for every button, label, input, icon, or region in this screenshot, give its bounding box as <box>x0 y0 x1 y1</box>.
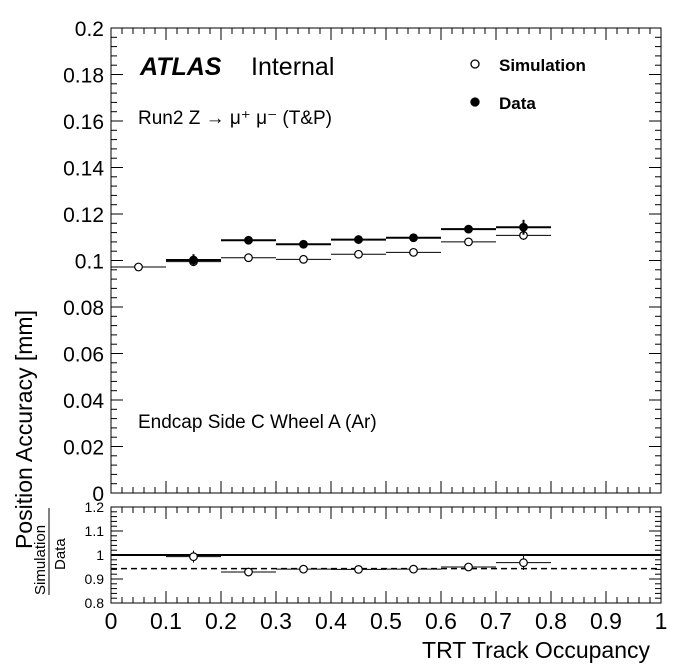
ratio-point <box>221 567 276 577</box>
y-axis-label: Position Accuracy [mm] <box>11 310 37 549</box>
data-point <box>496 219 551 235</box>
process-label: Run2 Z → μ⁺ μ⁻ (T&P) <box>138 108 332 129</box>
main-panel: 0 0.02 0.04 0.06 0.08 0.1 0.12 0.14 0.16 0.18 0.2 <box>63 18 662 506</box>
y-tick-label: 0.06 <box>63 344 104 367</box>
ratio-marker <box>519 558 528 568</box>
data-marker <box>464 224 473 234</box>
simulation-marker <box>134 262 143 272</box>
y-tick-label: 0.1 <box>75 251 104 274</box>
simulation-point <box>386 247 441 257</box>
y-tick-label: 0.2 <box>75 18 104 41</box>
legend-data-marker <box>470 97 480 107</box>
data-marker <box>244 235 253 245</box>
y-tick-label: 0.02 <box>63 437 104 460</box>
ratio-point <box>331 565 386 574</box>
simulation-marker <box>409 247 418 257</box>
legend-simulation-marker <box>470 59 480 69</box>
atlas-label: ATLAS <box>139 53 222 81</box>
ratio-marker <box>244 567 253 577</box>
x-tick-label: 1 <box>655 608 668 634</box>
y-tick-label: 0.08 <box>63 297 104 320</box>
x-tick-label: 0.3 <box>260 608 292 634</box>
main-y-tick-labels: 0 0.02 0.04 0.06 0.08 0.1 0.12 0.14 0.16 0.18 0.2 <box>63 18 104 506</box>
data-marker <box>189 255 198 265</box>
y-tick-label: 0.12 <box>63 204 104 227</box>
legend-data-label: Data <box>499 94 536 113</box>
data-marker <box>299 239 308 249</box>
data-point <box>331 235 386 244</box>
legend: Simulation Data <box>470 56 586 113</box>
y-tick-label: 0.18 <box>63 65 104 88</box>
ratio-y-tick-label: 1.1 <box>85 523 105 539</box>
ratio-data-marks <box>166 550 551 577</box>
y-tick-label: 0.04 <box>63 390 104 413</box>
legend-simulation-label: Simulation <box>499 56 586 75</box>
x-tick-label: 0.5 <box>370 608 402 634</box>
ratio-marker <box>189 552 198 562</box>
x-tick-label: 0.6 <box>425 608 457 634</box>
data-point <box>441 224 496 234</box>
main-data-marks <box>111 219 551 272</box>
y-tick-label: 0.14 <box>63 158 104 181</box>
ratio-y-tick-label: 0.8 <box>85 595 105 611</box>
ratio-marker <box>354 565 363 574</box>
main-tick-marks <box>110 27 662 494</box>
data-point <box>221 235 276 245</box>
ratio-marker <box>464 562 473 572</box>
simulation-marker <box>354 249 363 259</box>
simulation-point <box>331 249 386 259</box>
x-tick-label: 0.9 <box>590 608 622 634</box>
simulation-point <box>221 253 276 263</box>
x-tick-label: 0.4 <box>315 608 347 634</box>
ratio-marker <box>299 564 308 574</box>
ratio-point <box>496 555 551 570</box>
data-point <box>166 254 221 266</box>
y-tick-label: 0 <box>92 483 104 506</box>
ratio-tick-marks <box>110 506 662 604</box>
x-tick-label: 0.2 <box>205 608 237 634</box>
y-tick-label: 0.16 <box>63 111 104 134</box>
x-tick-label: 0 <box>105 608 118 634</box>
simulation-point <box>276 254 331 264</box>
data-point <box>276 239 331 249</box>
simulation-point <box>441 237 496 247</box>
x-tick-label: 0.7 <box>480 608 512 634</box>
data-marker <box>519 222 528 232</box>
data-point <box>386 233 441 243</box>
simulation-marker <box>464 237 473 247</box>
ratio-point <box>441 562 496 572</box>
ratio-point <box>386 564 441 574</box>
simulation-marker <box>244 253 253 263</box>
ratio-point <box>276 564 331 574</box>
simulation-marker <box>299 254 308 264</box>
ratio-point <box>166 550 221 563</box>
ratio-y-tick-label: 0.9 <box>85 571 105 587</box>
simulation-point <box>111 262 166 272</box>
data-marker <box>409 233 418 243</box>
ratio-y-tick-label: 1.2 <box>85 499 105 515</box>
x-tick-label: 0.1 <box>150 608 182 634</box>
internal-label: Internal <box>251 53 334 81</box>
ratio-y-axis-label: Simulation Data <box>32 508 69 595</box>
x-tick-labels: 0 0.1 0.2 0.3 0.4 0.5 0.6 0.7 0.8 0.9 1 <box>105 608 668 634</box>
ratio-y-tick-labels: 0.8 0.9 1 1.1 1.2 <box>85 499 105 611</box>
ratio-y-tick-label: 1 <box>96 547 104 563</box>
x-axis-label: TRT Track Occupancy <box>422 637 650 663</box>
ratio-ylabel-bottom: Data <box>52 538 69 570</box>
ratio-panel: 0.8 0.9 1 1.1 1.2 <box>85 499 662 611</box>
data-marker <box>354 235 363 244</box>
simulation-point <box>496 230 551 241</box>
ratio-marker <box>409 564 418 574</box>
x-tick-label: 0.8 <box>535 608 567 634</box>
region-label: Endcap Side C Wheel A (Ar) <box>138 412 377 433</box>
ratio-ylabel-top: Simulation <box>32 525 49 595</box>
